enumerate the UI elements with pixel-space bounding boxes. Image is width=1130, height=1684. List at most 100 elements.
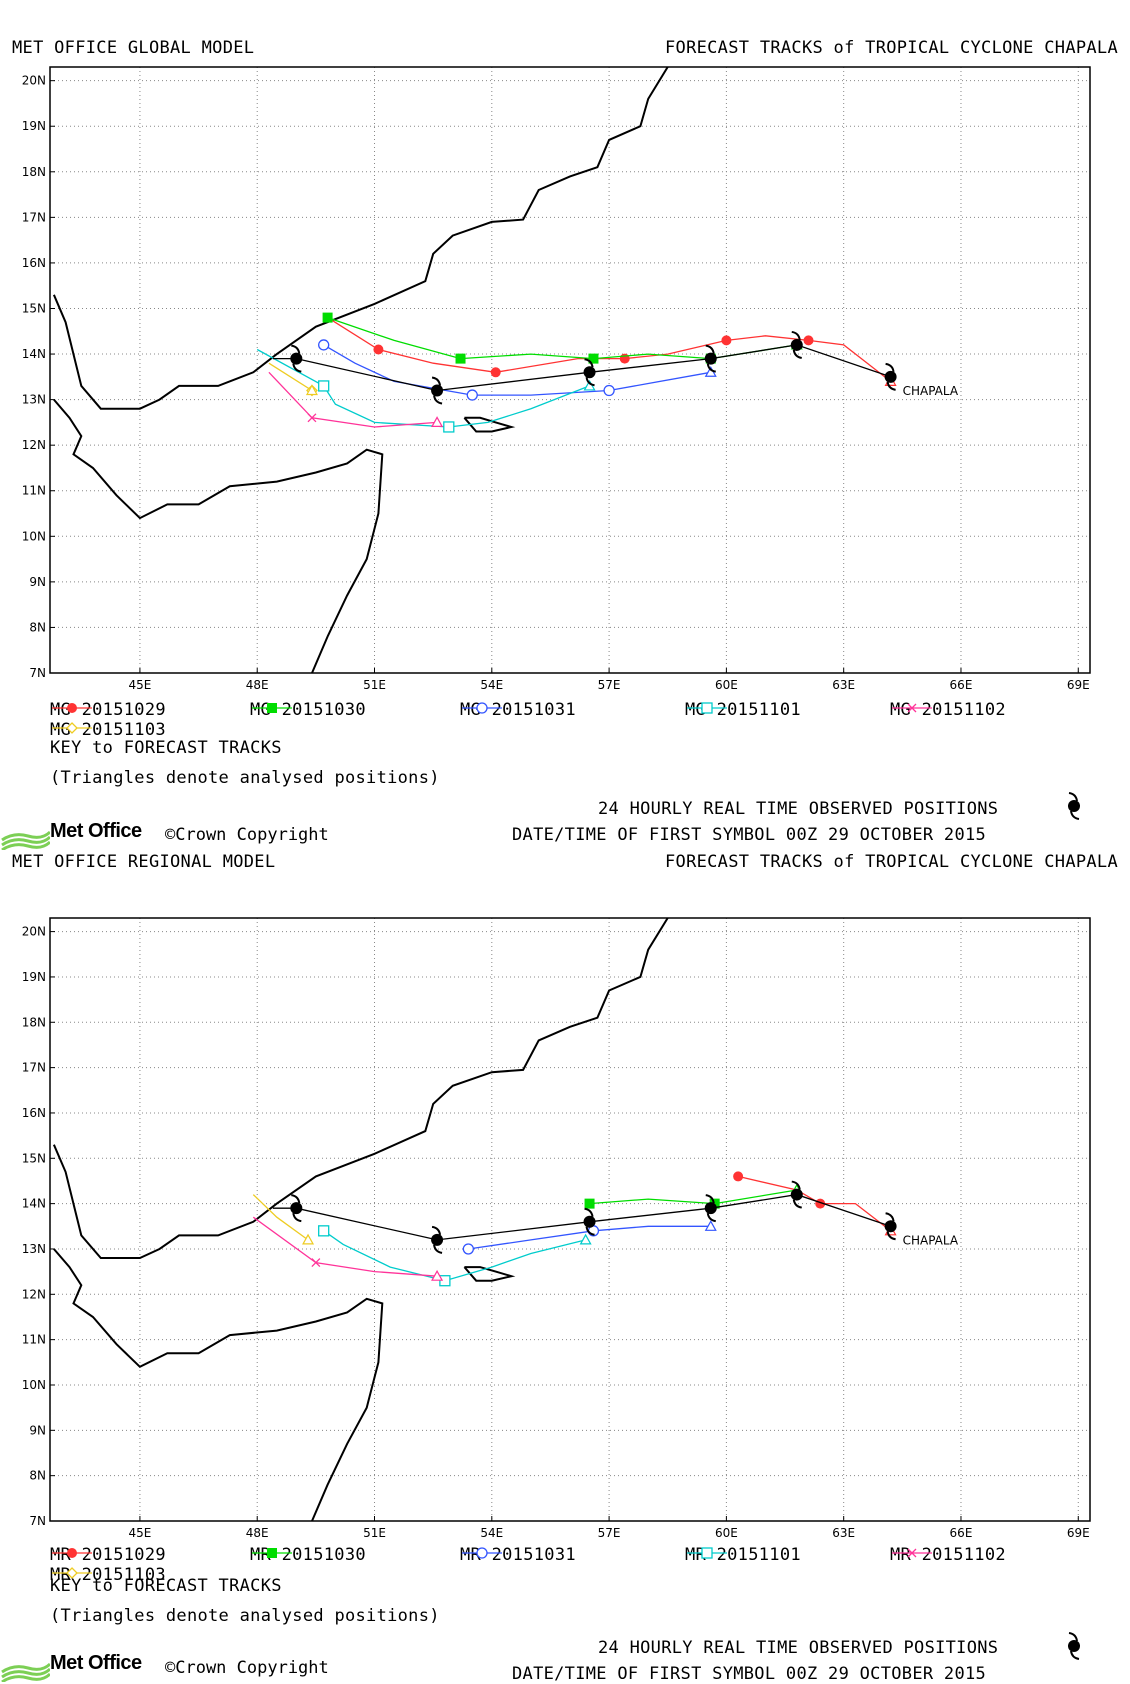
- copyright: ©Crown Copyright: [165, 825, 329, 845]
- series-5: [252, 1194, 315, 1245]
- track-chart: 45E 48E 51E 54E 57E 60E 63E 66E 69E 7N 8N 9N 10N 11N 1…: [22, 66, 1091, 692]
- copyright: ©Crown Copyright: [165, 1658, 329, 1678]
- legend-label: MR 20151029: [50, 1545, 166, 1565]
- series-line: [268, 362, 313, 392]
- global-model-panel: MET OFFICE GLOBAL MODEL FORECAST TRACKS …: [0, 0, 1130, 850]
- legend-label: MR 20151031: [460, 1545, 576, 1565]
- key-label: KEY to FORECAST TRACKS: [50, 1576, 282, 1596]
- legend-label: MR 20151030: [250, 1545, 366, 1565]
- series-3: [318, 1225, 592, 1287]
- grid: [50, 918, 1090, 1522]
- forecast-marker: [307, 413, 317, 423]
- y-tick-label: 11N: [22, 484, 46, 498]
- cyclone-core: [290, 352, 303, 365]
- cyclone-core: [431, 384, 444, 397]
- legend-item: MG 20151031: [460, 700, 576, 720]
- y-tick-label: 17N: [22, 1061, 46, 1075]
- plot-frame: [49, 66, 1091, 674]
- x-tick-label: 48E: [246, 1526, 269, 1540]
- cyclone-arm: [1068, 792, 1078, 802]
- forecast-marker: [318, 339, 330, 351]
- cyclone-arm: [885, 362, 895, 373]
- series-4: [252, 1216, 444, 1281]
- cyclone-icon: [790, 1180, 803, 1209]
- forecast-marker: [907, 703, 917, 713]
- y-tick-label: 12N: [22, 438, 46, 452]
- y-tick-label: 7N: [29, 1514, 46, 1528]
- legend-swatch-icon: [462, 702, 502, 714]
- track-chart: 45E 48E 51E 54E 57E 60E 63E 66E 69E 7N 8N 9N 10N 11N 1…: [22, 917, 1091, 1540]
- cyclone-arm: [1070, 1650, 1080, 1660]
- cyclone-arm: [585, 1226, 595, 1236]
- x-tick-label: 60E: [715, 1526, 738, 1540]
- cyclone-arm: [792, 349, 802, 359]
- legend-item: MG 20151101: [685, 700, 801, 720]
- datetime-label: DATE/TIME OF FIRST SYMBOL 00Z 29 OCTOBER…: [512, 1664, 987, 1684]
- legend-label: MG 20151103: [50, 720, 166, 740]
- cyclone-icon: [790, 330, 803, 359]
- y-tick-label: 8N: [29, 1469, 46, 1483]
- forecast-marker: [803, 335, 814, 346]
- cyclone-icon: [884, 362, 897, 391]
- legend-swatch-icon: [52, 1548, 92, 1558]
- grid: [50, 67, 1090, 674]
- cyclone-icon: [431, 1225, 444, 1254]
- forecast-marker: [701, 1547, 713, 1559]
- analysed-triangle: [704, 1220, 717, 1231]
- observed-cyclone-icon: [1068, 792, 1080, 820]
- cyclone-core: [884, 370, 897, 383]
- cyclone-core: [583, 1215, 596, 1228]
- forecast-marker: [476, 702, 488, 714]
- legend-label: MG 20151029: [50, 700, 166, 720]
- forecast-marker: [443, 421, 455, 433]
- observed-cyclone-icon: [1068, 1632, 1080, 1660]
- analysed-triangle: [305, 384, 318, 396]
- datetime-label: DATE/TIME OF FIRST SYMBOL 00Z 29 OCTOBER…: [512, 825, 987, 845]
- cyclone-arm: [292, 1212, 302, 1223]
- cyclone-arm: [1070, 810, 1080, 820]
- coastline-africa: [53, 1248, 384, 1521]
- legend-label: MG 20151031: [460, 700, 576, 720]
- cyclone-icon: [1068, 1632, 1080, 1660]
- model-title: MET OFFICE GLOBAL MODEL: [12, 38, 255, 58]
- model-title: MET OFFICE REGIONAL MODEL: [12, 852, 276, 872]
- cyclone-arm: [791, 1180, 801, 1190]
- y-tick-label: 7N: [29, 666, 46, 680]
- x-tick-label: 48E: [246, 678, 269, 692]
- coastline-socotra: [463, 1266, 516, 1282]
- y-tick-label: 10N: [22, 529, 46, 543]
- cyclone-core: [1068, 1640, 1080, 1652]
- key-label: KEY to FORECAST TRACKS: [50, 738, 282, 758]
- observed-track: [272, 1180, 897, 1254]
- cyclone-core: [583, 366, 596, 379]
- regional-model-panel: MET OFFICE REGIONAL MODEL FORECAST TRACK…: [0, 840, 1130, 1684]
- forecast-marker: [584, 1198, 595, 1209]
- series-0: [327, 317, 897, 386]
- y-tick-label: 9N: [29, 1423, 46, 1437]
- met-office-logo-icon: [1, 1662, 50, 1682]
- x-tick-label: 54E: [480, 1526, 503, 1540]
- legend-item: MR 20151103: [50, 1565, 166, 1585]
- forecast-marker: [322, 312, 333, 323]
- cyclone-arm: [885, 1212, 895, 1222]
- series-line: [252, 1194, 309, 1241]
- legend-item: MG 20151103: [50, 720, 166, 740]
- forecast-marker: [907, 1548, 917, 1558]
- forecast-marker: [318, 380, 330, 392]
- x-tick-label: 60E: [715, 678, 738, 692]
- cyclone-arm: [706, 363, 716, 373]
- cyclone-icon: [704, 1194, 717, 1223]
- cyclone-icon: [583, 1207, 596, 1236]
- cyclone-arm: [584, 1207, 594, 1217]
- legend-swatch-icon: [52, 1567, 92, 1579]
- plot-frame: [49, 917, 1091, 1522]
- forecast-marker: [603, 384, 615, 397]
- coastline-africa: [53, 398, 384, 673]
- cyclone-core: [790, 338, 803, 351]
- map-layer: [52, 918, 897, 1521]
- observed-label: 24 HOURLY REAL TIME OBSERVED POSITIONS: [598, 1638, 999, 1658]
- series-4: [268, 371, 444, 428]
- x-tick-label: 45E: [128, 678, 151, 692]
- y-tick-label: 14N: [22, 1197, 46, 1211]
- forecast-marker: [373, 344, 384, 355]
